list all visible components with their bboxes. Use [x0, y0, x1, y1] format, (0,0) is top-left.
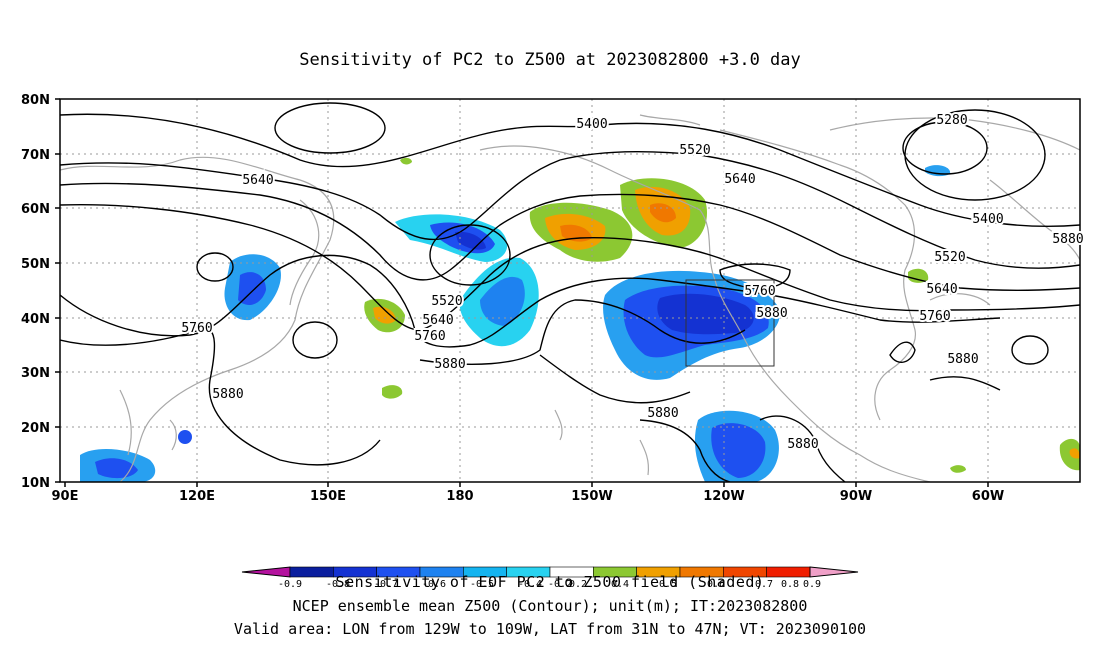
contour-label: 5760 [414, 329, 445, 344]
colorbar [241, 566, 859, 578]
colorbar-tick-labels: -0.9 -0.8 -0.7 -0.6 -0.5 -0.4 -0.2 0.2 0… [278, 579, 821, 590]
caption-contour: NCEP ensemble mean Z500 (Contour); unit(… [292, 597, 808, 615]
contour-label: 5520 [679, 143, 710, 158]
colorbar-tick: -0.4 [518, 579, 542, 590]
contour-label: 5400 [972, 212, 1003, 227]
lon-label: 150W [571, 489, 612, 504]
contour-label: 5640 [926, 282, 957, 297]
colorbar-tick: 0.9 [803, 579, 821, 590]
coastlines [60, 114, 1080, 482]
contour-label: 5400 [576, 117, 607, 132]
colorbar-tick: -0.2 [548, 579, 572, 590]
contour-label: 5760 [181, 321, 212, 336]
lat-label: 40N [21, 312, 50, 327]
lat-label: 10N [21, 476, 50, 491]
lon-label: 120W [703, 489, 744, 504]
colorbar-tick: 0.2 [569, 579, 587, 590]
valid-area-box [685, 279, 775, 367]
lat-label: 80N [21, 93, 50, 108]
contour-label: 5880 [787, 437, 818, 452]
plot-frame [59, 98, 1081, 483]
contour-label: 5760 [744, 284, 775, 299]
contour-label: 5520 [934, 250, 965, 265]
contour-label: 5520 [431, 294, 462, 309]
contour-label: 5880 [434, 357, 465, 372]
lon-labels: 90E 120E 150E 180 150W 120W 90W 60W [52, 489, 1005, 504]
lat-lon-grid [60, 99, 1080, 482]
contour-label: 5640 [242, 173, 273, 188]
z500-contours [60, 102, 1080, 482]
contour-label: 5280 [936, 113, 967, 128]
contour-label: 5880 [756, 306, 787, 321]
contour-label: 5880 [212, 387, 243, 402]
colorbar-tick: -0.9 [278, 579, 302, 590]
colorbar-tick: 0.7 [755, 579, 773, 590]
lon-label: 90E [52, 489, 79, 504]
colorbar-tick: 0.8 [781, 579, 799, 590]
lat-label: 30N [21, 366, 50, 381]
colorbar-tick: -0.5 [470, 579, 494, 590]
caption-valid-area: Valid area: LON from 129W to 109W, LAT f… [233, 620, 867, 638]
colorbar-tick: -0.8 [326, 579, 350, 590]
lat-ticks [55, 98, 989, 487]
sensitivity-shading [80, 157, 1080, 482]
lon-label: 120E [179, 489, 215, 504]
lon-label: 150E [310, 489, 346, 504]
contour-label: 5640 [724, 172, 755, 187]
colorbar-swatch [809, 566, 859, 578]
colorbar-tick: 0.5 [659, 579, 677, 590]
plot-title: Sensitivity of PC2 to Z500 at 2023082800… [299, 50, 801, 70]
contour-label: 5880 [1052, 232, 1083, 247]
contour-labels: 5400 5280 5520 5640 5640 5400 5520 5640 … [179, 111, 1085, 454]
colorbar-tick: -0.7 [374, 579, 398, 590]
caption-shading: Sensitivity of EOF PC2 to Z500 field (Sh… [335, 573, 765, 591]
colorbar-tick: 0.4 [611, 579, 629, 590]
lon-label: 90W [840, 489, 872, 504]
lon-label: 180 [446, 489, 473, 504]
contour-label: 5640 [422, 313, 453, 328]
lat-label: 60N [21, 202, 50, 217]
contour-label: 5880 [647, 406, 678, 421]
lat-label: 50N [21, 257, 50, 272]
lat-labels: 80N 70N 60N 50N 40N 30N 20N 10N [21, 93, 50, 491]
colorbar-tick: -0.6 [422, 579, 446, 590]
lat-label: 70N [21, 148, 50, 163]
contour-label: 5880 [947, 352, 978, 367]
lon-label: 60W [972, 489, 1004, 504]
colorbar-tick: 0.6 [707, 579, 725, 590]
contour-label: 5760 [919, 309, 950, 324]
lat-label: 20N [21, 421, 50, 436]
